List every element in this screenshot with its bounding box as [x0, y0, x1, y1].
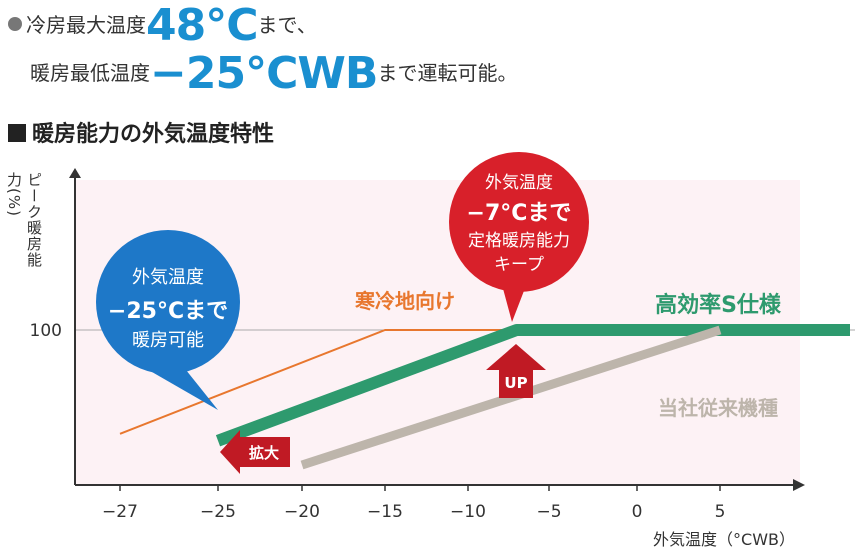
blue-bubble-line-3: 暖房可能 — [132, 330, 204, 351]
red-bubble-line-2: −7°Cまで — [467, 201, 572, 226]
x-tick-label: −10 — [450, 502, 486, 522]
headline-line-2: 暖房最低温度−25°CWBまで運転可能。 — [30, 52, 517, 96]
x-axis-label: 外気温度（°CWB） — [653, 530, 795, 549]
headline-line1-value: 48°C — [146, 0, 259, 51]
left-arrow-label: 拡大 — [249, 444, 279, 462]
headline-line2-prefix: 暖房最低温度 — [30, 61, 150, 85]
y-tick-label: 100 — [30, 321, 62, 341]
section-title-text: 暖房能力の外気温度特性 — [32, 122, 275, 147]
headline-line-1: 冷房最大温度48°Cまで、 — [8, 4, 317, 48]
red-bubble-line-1: 外気温度 — [485, 173, 553, 193]
x-tick-label: −5 — [536, 502, 561, 522]
x-tick-label: −25 — [200, 502, 236, 522]
square-bullet-icon — [8, 124, 26, 142]
x-tick-label: −15 — [367, 502, 403, 522]
series-label-cold-region: 寒冷地向け — [355, 289, 455, 313]
headline-line1-suffix: まで、 — [257, 13, 317, 37]
x-tick-label: 0 — [632, 502, 643, 522]
y-axis-arrow-icon — [69, 168, 81, 178]
series-line — [215, 324, 850, 447]
x-tick-label: 5 — [715, 502, 726, 522]
x-tick-label: −27 — [102, 502, 138, 522]
blue-bubble-line-1: 外気温度 — [132, 267, 204, 288]
headline-line1-prefix: 冷房最大温度 — [26, 13, 146, 37]
red-bubble-line-3: 定格暖房能力 — [468, 231, 570, 251]
headline-line2-value: −25°CWB — [150, 48, 378, 99]
red-bubble — [449, 152, 589, 292]
blue-bubble-line-2: −25°Cまで — [108, 299, 228, 324]
red-bubble-line-4: キープ — [494, 255, 544, 275]
section-title: 暖房能力の外気温度特性 — [8, 116, 274, 148]
blue-bubble — [96, 230, 240, 374]
up-arrow-label: UP — [504, 374, 527, 392]
x-axis-arrow-icon — [793, 479, 805, 491]
bullet-icon — [8, 17, 22, 31]
series-label-high-eff: 高効率S仕様 — [655, 292, 782, 318]
left-arrow-icon — [220, 430, 290, 474]
y-axis-label: ピーク暖房能力(%) — [5, 172, 43, 268]
up-arrow-icon — [486, 344, 546, 398]
series-label-company: 当社従来機種 — [658, 396, 778, 420]
x-tick-label: −20 — [284, 502, 320, 522]
headline-line2-suffix: まで運転可能。 — [377, 61, 518, 85]
